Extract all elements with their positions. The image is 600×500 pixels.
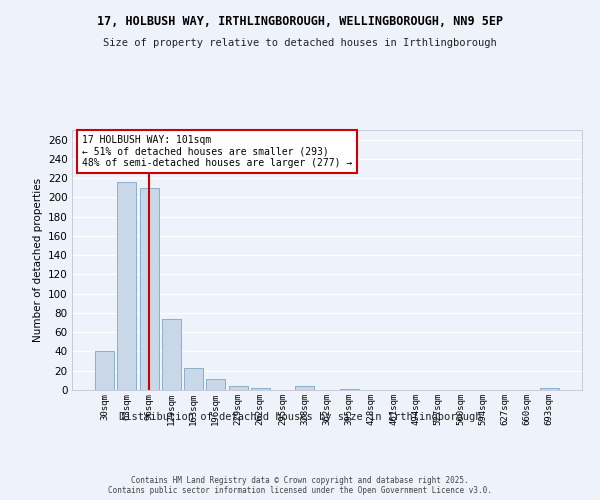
Bar xyxy=(340,389,359,390)
Bar xyxy=(251,388,270,390)
Bar xyxy=(229,386,248,390)
Text: 17 HOLBUSH WAY: 101sqm
← 51% of detached houses are smaller (293)
48% of semi-de: 17 HOLBUSH WAY: 101sqm ← 51% of detached… xyxy=(82,135,352,168)
Y-axis label: Number of detached properties: Number of detached properties xyxy=(32,178,43,342)
Bar xyxy=(295,386,314,390)
Text: 17, HOLBUSH WAY, IRTHLINGBOROUGH, WELLINGBOROUGH, NN9 5EP: 17, HOLBUSH WAY, IRTHLINGBOROUGH, WELLIN… xyxy=(97,15,503,28)
Bar xyxy=(206,380,225,390)
Bar xyxy=(118,182,136,390)
Bar xyxy=(95,350,114,390)
Bar xyxy=(140,188,158,390)
Text: Size of property relative to detached houses in Irthlingborough: Size of property relative to detached ho… xyxy=(103,38,497,48)
Bar xyxy=(540,388,559,390)
Bar xyxy=(184,368,203,390)
Bar xyxy=(162,318,181,390)
Text: Distribution of detached houses by size in Irthlingborough: Distribution of detached houses by size … xyxy=(119,412,481,422)
Text: Contains HM Land Registry data © Crown copyright and database right 2025.
Contai: Contains HM Land Registry data © Crown c… xyxy=(108,476,492,495)
